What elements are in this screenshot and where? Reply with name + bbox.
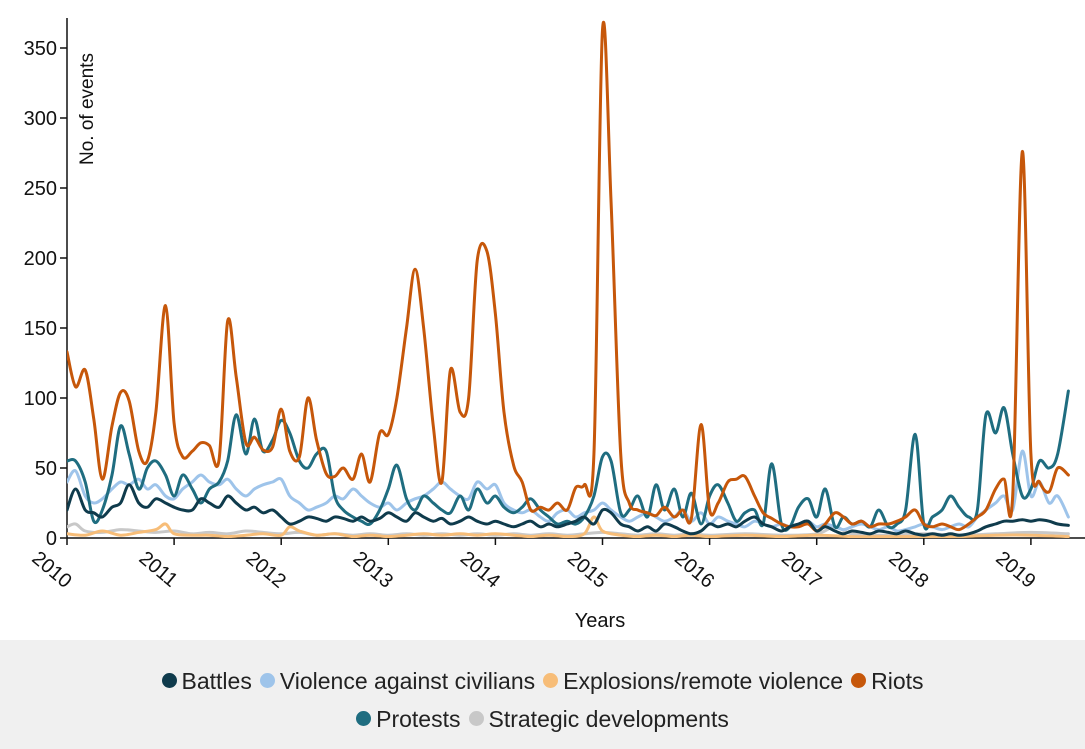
series-line-explosions-remote-violence bbox=[67, 515, 1070, 538]
legend-label: Protests bbox=[376, 706, 461, 732]
legend-row: Protests Strategic developments bbox=[0, 700, 1085, 738]
legend-dot-icon bbox=[543, 673, 559, 688]
legend-dot-icon bbox=[161, 673, 177, 688]
legend-item[interactable]: Riots bbox=[851, 662, 924, 700]
legend-label: Explosions/remote violence bbox=[563, 668, 844, 694]
y-tick-label: 0 bbox=[46, 528, 57, 550]
legend-dot-icon bbox=[356, 711, 372, 726]
chart-legend: Battles Violence against civilians Explosi… bbox=[0, 662, 1085, 738]
x-tick-label: 2013 bbox=[349, 547, 397, 592]
y-tick-label: 350 bbox=[24, 38, 57, 60]
y-axis: 0 50 100 150 200 250 300 350 bbox=[24, 18, 68, 550]
x-tick-label: 2019 bbox=[991, 547, 1039, 592]
x-tick-label: 2016 bbox=[670, 547, 718, 592]
x-tick-label: 2010 bbox=[28, 547, 76, 592]
legend-label: Riots bbox=[871, 668, 924, 694]
x-tick-label: 2012 bbox=[242, 547, 290, 592]
legend-item[interactable]: Strategic developments bbox=[468, 700, 729, 738]
y-tick-label: 150 bbox=[24, 318, 57, 340]
x-axis: 2010 2011 2012 2013 2014 2015 2016 2017 2018 2019 bbox=[28, 537, 1085, 593]
x-tick-label: 2014 bbox=[456, 547, 504, 592]
legend-label: Violence against civilians bbox=[279, 668, 536, 694]
series-line-battles bbox=[67, 483, 1070, 537]
x-tick-label: 2018 bbox=[884, 547, 932, 592]
x-tick-label: 2015 bbox=[563, 547, 611, 592]
series-line-protests bbox=[67, 389, 1070, 532]
legend-item[interactable]: Explosions/remote violence bbox=[543, 662, 843, 700]
legend-row: Battles Violence against civilians Explosi… bbox=[0, 662, 1085, 700]
x-tick-label: 2011 bbox=[135, 547, 182, 592]
y-tick-label: 300 bbox=[24, 108, 57, 130]
legend-item[interactable]: Violence against civilians bbox=[259, 662, 536, 700]
x-tick-label: 2017 bbox=[777, 547, 825, 592]
legend-item[interactable]: Protests bbox=[356, 700, 461, 738]
series-layer bbox=[67, 20, 1070, 538]
legend-dot-icon bbox=[468, 711, 484, 726]
y-tick-label: 100 bbox=[24, 388, 57, 410]
y-axis-label: No. of events bbox=[77, 53, 98, 165]
legend-dot-icon bbox=[259, 673, 275, 688]
series-line-riots bbox=[67, 20, 1070, 533]
x-axis-label: Years bbox=[575, 610, 625, 632]
y-tick-label: 50 bbox=[35, 458, 57, 480]
legend-label: Strategic developments bbox=[488, 706, 729, 732]
y-tick-label: 250 bbox=[24, 178, 57, 200]
legend-item[interactable]: Battles bbox=[161, 662, 252, 700]
legend-label: Battles bbox=[181, 668, 252, 694]
legend-dot-icon bbox=[851, 673, 867, 688]
chart-area: 0 50 100 150 200 250 300 350 2010 2011 2012 2013 20… bbox=[0, 0, 1085, 640]
y-tick-label: 200 bbox=[24, 248, 57, 270]
